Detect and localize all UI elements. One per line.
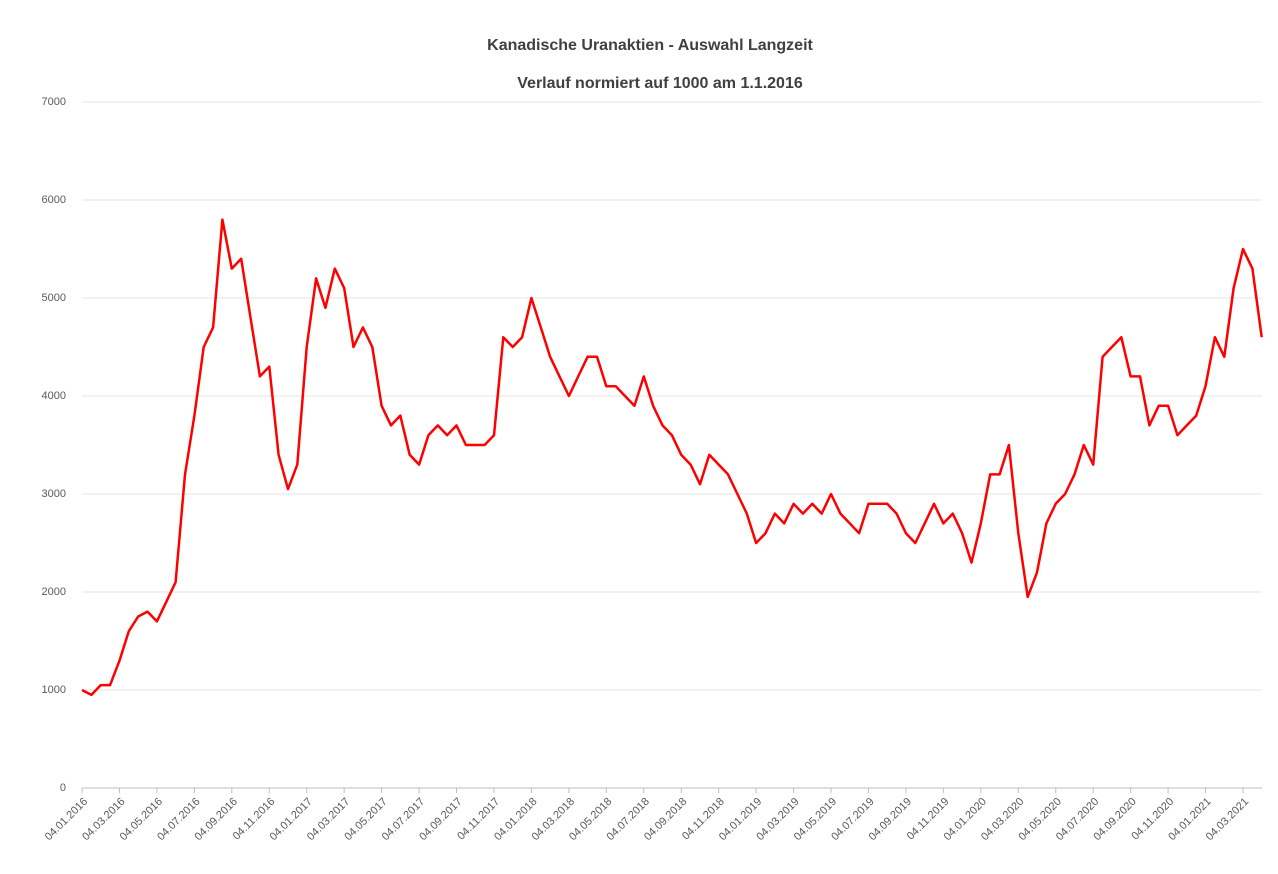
y-tick-label: 4000 (42, 390, 66, 402)
y-tick-label: 6000 (42, 194, 66, 206)
y-tick-label: 5000 (42, 292, 66, 304)
chart-title: Kanadische Uranaktien - Auswahl Langzeit (487, 37, 813, 54)
chart-subtitle: Verlauf normiert auf 1000 am 1.1.2016 (517, 75, 803, 92)
y-tick-label: 7000 (42, 96, 66, 108)
y-tick-label: 0 (60, 782, 66, 794)
data-line (81, 218, 1263, 697)
y-tick-label: 1000 (42, 684, 66, 696)
y-tick-label: 2000 (42, 586, 66, 598)
y-tick-label: 3000 (42, 488, 66, 500)
